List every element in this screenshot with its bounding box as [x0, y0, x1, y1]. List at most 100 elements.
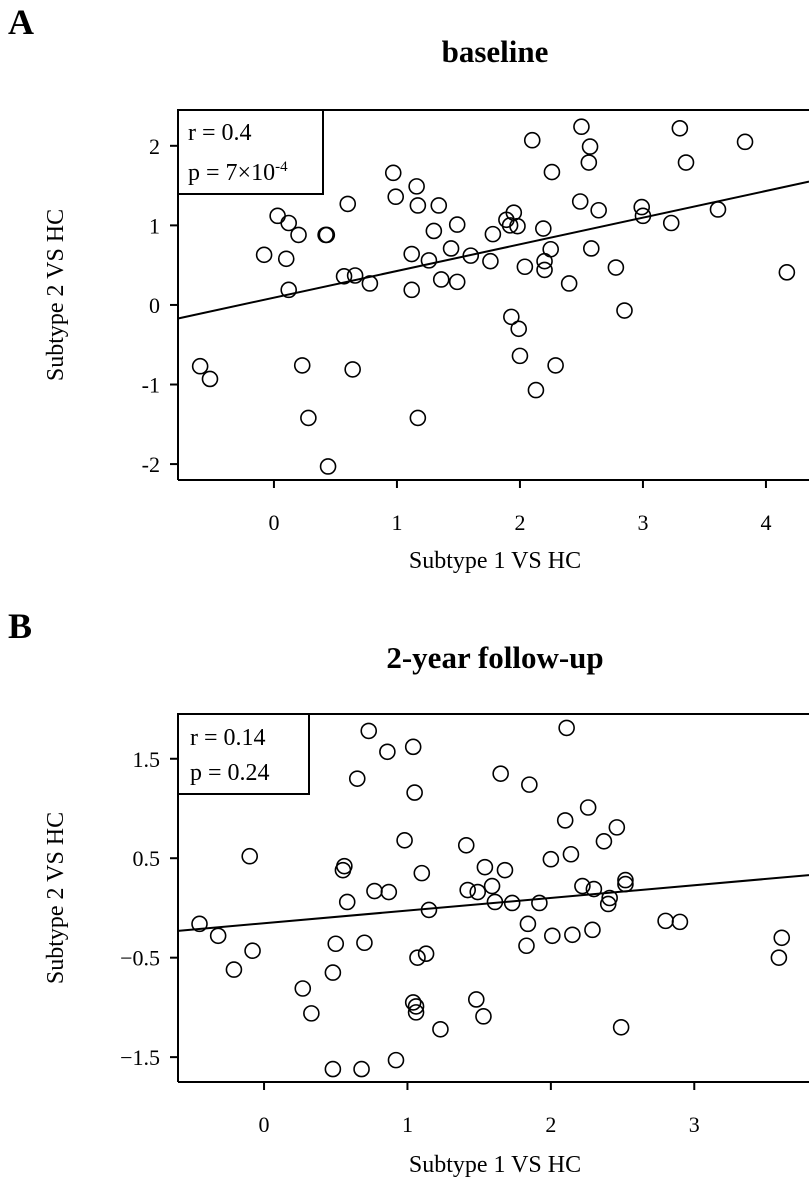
- scatter-point: [396, 832, 413, 849]
- scatter-point: [671, 120, 689, 137]
- scatter-point: [509, 217, 526, 235]
- panel-b-r-value: r = 0.14: [190, 725, 266, 751]
- panel-b-p-value: p = 0.24: [190, 760, 270, 786]
- scatter-point: [353, 1060, 370, 1078]
- scatter-point: [634, 207, 652, 225]
- scatter-point: [612, 1018, 630, 1036]
- scatter-point: [657, 912, 674, 930]
- scatter-point: [516, 258, 534, 276]
- scatter-point: [384, 164, 402, 182]
- x-tick-label: 4: [760, 510, 771, 535]
- panel-a-p-value: p = 7×10-4: [188, 159, 288, 186]
- scatter-point: [556, 812, 574, 829]
- scatter-point: [344, 361, 361, 378]
- y-tick-label: -1: [142, 373, 160, 398]
- scatter-point: [290, 226, 307, 244]
- scatter-point: [319, 458, 337, 475]
- scatter-point: [346, 267, 364, 284]
- scatter-point: [476, 858, 494, 876]
- scatter-point: [585, 880, 603, 898]
- panel-b-letter: B: [8, 606, 32, 646]
- scatter-point: [448, 273, 466, 291]
- panel-b: B 2-year follow-up 0 1 2 3 −1.5 −0.5 0.5 1.5 r…: [8, 606, 809, 1178]
- scatter-point: [339, 195, 357, 213]
- scatter-point: [560, 275, 578, 292]
- scatter-point: [380, 883, 398, 901]
- y-tick-label: 1.5: [133, 747, 161, 772]
- scatter-point: [518, 937, 535, 955]
- scatter-point: [579, 799, 597, 816]
- x-tick-label: 2: [545, 1112, 556, 1137]
- scatter-point: [503, 894, 521, 912]
- x-tick-label: 0: [268, 510, 279, 535]
- panel-a: A baseline 0 1 2 3 4 -2 -1 0 1 2 r = 0.4 p = 7×1…: [8, 2, 809, 574]
- scatter-point: [442, 240, 460, 257]
- scatter-point: [409, 409, 427, 427]
- scatter-point: [303, 1005, 320, 1022]
- scatter-point: [459, 881, 476, 899]
- panel-b-points: [191, 719, 791, 1078]
- x-tick-label: 1: [391, 510, 402, 535]
- panel-b-stats-box: [177, 713, 310, 795]
- scatter-point: [501, 217, 519, 234]
- panel-a-y-label: Subtype 2 VS HC: [43, 209, 69, 381]
- scatter-point: [294, 980, 312, 997]
- scatter-point: [300, 409, 317, 427]
- scatter-point: [595, 833, 613, 850]
- scatter-point: [521, 776, 538, 793]
- scatter-point: [417, 945, 435, 962]
- scatter-point: [484, 225, 502, 243]
- scatter-point: [432, 1020, 449, 1038]
- scatter-point: [535, 220, 552, 237]
- scatter-point: [420, 901, 438, 919]
- scatter-point: [404, 738, 422, 756]
- scatter-point: [778, 264, 796, 281]
- scatter-point: [338, 893, 356, 911]
- scatter-point: [608, 819, 626, 836]
- scatter-point: [335, 268, 353, 285]
- x-tick-label: 3: [637, 510, 648, 535]
- scatter-point: [543, 163, 561, 181]
- panel-a-letter: A: [8, 2, 34, 42]
- scatter-point: [773, 929, 791, 947]
- scatter-point: [280, 281, 298, 299]
- scatter-point: [496, 861, 514, 879]
- y-tick-label: 1: [149, 213, 160, 238]
- scatter-point: [201, 370, 219, 388]
- scatter-point: [462, 247, 480, 264]
- scatter-point: [475, 1008, 492, 1025]
- scatter-point: [547, 357, 564, 374]
- panel-b-title: 2-year follow-up: [386, 640, 603, 675]
- scatter-point: [408, 178, 425, 195]
- scatter-point: [617, 875, 634, 893]
- scatter-point: [486, 893, 504, 911]
- scatter-point: [542, 240, 559, 258]
- scatter-point: [387, 1051, 405, 1069]
- scatter-point: [348, 770, 366, 787]
- scatter-point: [387, 188, 405, 206]
- scatter-point: [280, 214, 298, 232]
- panel-b-x-ticks: 0 1 2 3: [259, 1082, 700, 1137]
- scatter-point: [241, 847, 259, 865]
- scatter-point: [469, 883, 487, 901]
- scatter-point: [409, 197, 427, 214]
- y-tick-label: 0.5: [133, 846, 161, 871]
- panel-b-y-label: Subtype 2 VS HC: [43, 812, 69, 984]
- x-tick-label: 3: [689, 1112, 700, 1137]
- scatter-point: [523, 131, 541, 149]
- scatter-point: [542, 850, 560, 868]
- scatter-point: [407, 998, 425, 1015]
- scatter-point: [361, 275, 379, 292]
- scatter-point: [677, 154, 695, 171]
- scatter-point: [324, 964, 342, 981]
- scatter-point: [269, 207, 286, 225]
- scatter-point: [404, 994, 422, 1011]
- scatter-point: [633, 198, 651, 216]
- scatter-point: [409, 949, 426, 966]
- scatter-point: [225, 961, 243, 978]
- y-tick-label: −1.5: [120, 1045, 160, 1070]
- panel-a-x-label: Subtype 1 VS HC: [409, 548, 581, 574]
- scatter-point: [209, 927, 227, 945]
- scatter-point: [457, 836, 475, 854]
- scatter-point: [360, 722, 378, 740]
